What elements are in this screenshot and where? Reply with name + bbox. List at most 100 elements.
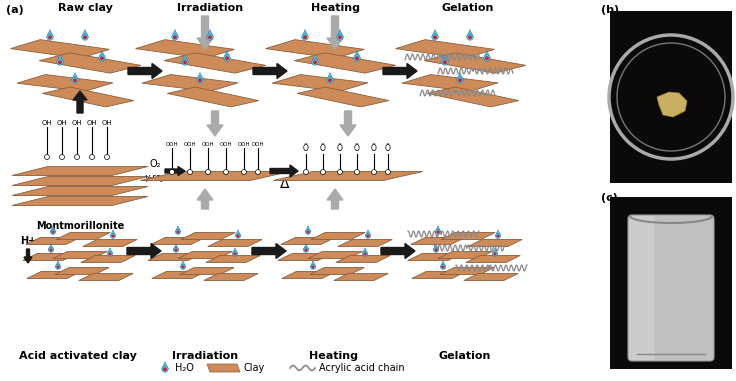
FancyArrow shape	[127, 243, 161, 258]
Polygon shape	[395, 40, 495, 58]
Circle shape	[52, 231, 54, 234]
Polygon shape	[152, 272, 206, 279]
Polygon shape	[457, 72, 463, 80]
FancyArrow shape	[128, 64, 162, 78]
Polygon shape	[10, 40, 110, 58]
Text: OOH: OOH	[219, 142, 233, 147]
Circle shape	[180, 264, 185, 269]
Polygon shape	[12, 197, 148, 205]
Text: Ö: Ö	[303, 144, 309, 153]
Circle shape	[338, 35, 342, 39]
Circle shape	[484, 55, 490, 61]
Circle shape	[49, 247, 54, 252]
FancyBboxPatch shape	[629, 216, 654, 360]
Text: OOH: OOH	[238, 142, 250, 147]
Text: OOH: OOH	[166, 142, 178, 147]
Polygon shape	[402, 75, 498, 91]
Circle shape	[355, 56, 359, 60]
Circle shape	[241, 170, 247, 174]
FancyArrow shape	[327, 16, 343, 49]
Circle shape	[328, 78, 332, 82]
Circle shape	[457, 77, 463, 83]
Text: OOH: OOH	[184, 142, 197, 147]
Circle shape	[442, 59, 448, 65]
Polygon shape	[236, 230, 241, 236]
Circle shape	[432, 34, 438, 40]
Polygon shape	[310, 267, 364, 274]
Polygon shape	[492, 248, 498, 254]
Circle shape	[110, 233, 116, 239]
Circle shape	[255, 170, 261, 174]
Text: Heating: Heating	[311, 3, 359, 13]
Polygon shape	[434, 244, 439, 250]
FancyArrow shape	[252, 243, 286, 258]
Polygon shape	[312, 54, 318, 62]
Circle shape	[306, 231, 310, 234]
Circle shape	[57, 266, 60, 269]
Text: Δ: Δ	[280, 177, 290, 191]
Circle shape	[313, 60, 317, 64]
Circle shape	[367, 234, 369, 237]
FancyArrow shape	[207, 111, 223, 136]
Circle shape	[169, 170, 174, 174]
Circle shape	[497, 234, 500, 237]
Circle shape	[485, 56, 489, 60]
Polygon shape	[204, 274, 258, 280]
Circle shape	[44, 155, 49, 160]
Text: OH: OH	[102, 120, 113, 126]
Polygon shape	[365, 230, 371, 236]
Circle shape	[303, 35, 307, 39]
Polygon shape	[427, 87, 519, 107]
Text: Acrylic acid chain: Acrylic acid chain	[319, 363, 405, 373]
Circle shape	[90, 155, 94, 160]
Polygon shape	[336, 256, 390, 263]
FancyArrow shape	[340, 111, 356, 136]
Polygon shape	[208, 240, 262, 247]
Polygon shape	[277, 253, 332, 261]
Polygon shape	[207, 364, 240, 372]
Polygon shape	[311, 232, 365, 240]
FancyArrow shape	[381, 243, 415, 258]
Circle shape	[354, 55, 360, 61]
Polygon shape	[308, 251, 362, 258]
Polygon shape	[273, 171, 422, 181]
Circle shape	[224, 170, 228, 174]
Polygon shape	[468, 240, 523, 247]
Circle shape	[436, 231, 439, 234]
Circle shape	[302, 34, 308, 40]
Text: OOH: OOH	[202, 142, 214, 147]
Circle shape	[303, 170, 308, 174]
Circle shape	[458, 78, 462, 82]
Polygon shape	[178, 251, 232, 258]
Polygon shape	[56, 232, 110, 240]
Polygon shape	[26, 237, 80, 245]
Polygon shape	[82, 240, 137, 247]
Circle shape	[99, 55, 105, 61]
Text: γ-ray: γ-ray	[144, 173, 166, 181]
Polygon shape	[81, 256, 135, 263]
FancyArrow shape	[270, 165, 298, 177]
Polygon shape	[17, 75, 113, 91]
Circle shape	[443, 60, 447, 64]
Polygon shape	[162, 362, 169, 369]
Polygon shape	[282, 272, 336, 279]
FancyArrow shape	[327, 189, 343, 209]
Polygon shape	[464, 274, 518, 280]
Polygon shape	[175, 226, 180, 232]
Polygon shape	[311, 261, 316, 267]
Circle shape	[205, 170, 210, 174]
Bar	[610, 11, 732, 183]
Circle shape	[105, 155, 110, 160]
Circle shape	[71, 77, 78, 83]
Circle shape	[174, 248, 177, 251]
Text: (a): (a)	[6, 5, 24, 15]
Circle shape	[365, 233, 371, 239]
Circle shape	[364, 253, 367, 256]
Polygon shape	[337, 29, 343, 37]
Circle shape	[311, 264, 316, 269]
Polygon shape	[180, 267, 234, 274]
Polygon shape	[432, 29, 438, 37]
Polygon shape	[82, 29, 88, 37]
Polygon shape	[167, 87, 259, 107]
Text: Ö: Ö	[320, 144, 326, 153]
